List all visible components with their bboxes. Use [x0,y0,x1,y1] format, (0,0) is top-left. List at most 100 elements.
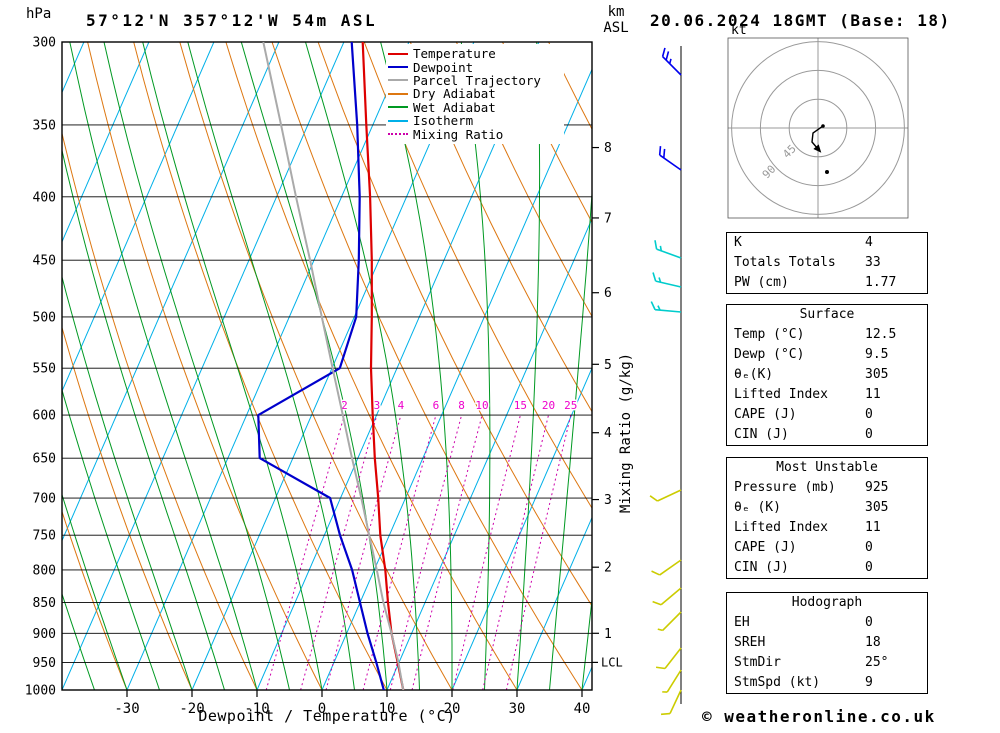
km-tick-label: 1 [604,627,612,642]
isotherm-line [386,217,592,690]
sounding-profiles [257,42,405,690]
table-row: Lifted Index 11 [727,385,927,405]
mixing-ratio-value-label: 15 [514,399,527,412]
wind-barb [654,240,682,259]
pressure-tick-label: 900 [33,627,56,642]
table-row: EH 0 [727,613,927,633]
stat-label: CAPE (J) [734,540,797,555]
pressure-tick-label: 550 [33,362,56,377]
table-row: CAPE (J) 0 [727,405,927,425]
wind-barb [662,669,682,693]
stat-value: 0 [865,407,873,422]
temp-tick-label: 40 [574,701,591,717]
pressure-unit-label: hPa [26,6,52,22]
hodograph-rings [728,38,908,218]
most-unstable-table: Most Unstable Pressure (mb) 925 θₑ (K) 305 Li… [726,457,928,579]
dry-adiabat-line [62,325,193,690]
pressure-tick-label: 450 [33,254,56,269]
wind-barb [655,647,682,670]
stat-label: CIN (J) [734,560,789,575]
wet-adiabat-line [62,493,128,690]
wind-barb-column [649,46,682,716]
parcel-trajectory-line [262,42,405,690]
wet-adiabat-line [240,42,388,690]
table-title: Hodograph [791,595,863,610]
stat-label: Pressure (mb) [734,480,836,495]
hodograph-trace-start-dot [821,124,825,128]
table-row: SREH 18 [727,633,927,653]
stat-value: 305 [865,367,889,382]
pressure-tick-label: 300 [33,36,56,51]
table-row: Dewp (°C) 9.5 [727,345,927,365]
pressure-tick-label: 500 [33,310,56,325]
legend-line-sample [388,52,408,55]
pressure-tick-label: 650 [33,452,56,467]
wet-adiabat-line [581,595,592,690]
temp-tick-label: 10 [379,701,396,717]
wet-adiabat-line [187,42,355,690]
x-axis-label: Dewpoint / Temperature (°C) [198,707,456,725]
copyright: © weatheronline.co.uk [702,707,936,726]
height-unit-km: km [607,4,625,20]
km-tick-label: 4 [604,426,612,441]
legend-line-sample [388,106,408,109]
dry-adiabat-line [62,131,258,690]
legend-item-isotherm: Isotherm [388,114,562,127]
plot-border [61,41,593,691]
km-tick-label: 2 [604,561,612,576]
wind-barb [651,559,682,576]
pressure-tick-label: 1000 [25,684,56,699]
isotherm-line [451,366,592,690]
wet-adiabat-line [62,148,225,690]
stat-value: 33 [865,255,881,270]
mixing-ratio-line [265,414,345,690]
temp-tick-label: -10 [244,701,269,717]
legend-label: Temperature [413,46,496,62]
mixing-ratio-value-label: 6 [433,399,440,412]
temperature-line [361,42,405,690]
stat-label: CAPE (J) [734,407,797,422]
temp-tick-label: 0 [318,701,326,717]
legend-item-temperature: Temperature [388,47,562,60]
legend-line-sample [388,66,408,69]
legend: Temperature Dewpoint Parcel Trajectory Dry … [386,44,564,144]
stat-label: Lifted Index [734,387,828,402]
stat-label: Temp (°C) [734,327,805,342]
wind-barb [658,146,682,171]
table-title: Most Unstable [776,460,878,475]
mixing-ratio-value-label: 25 [564,399,577,412]
dry-adiabat-line [87,42,323,690]
dry-adiabat-line [62,510,128,690]
mixing-ratio-axis-label: Mixing Ratio (g/kg) [618,353,634,513]
wet-adiabat-line [0,42,30,690]
height-unit-label: km ASL [596,4,636,36]
table-title: Surface [799,307,855,322]
lcl-label: LCL [601,655,623,669]
table-row: θₑ (K) 305 [727,498,927,518]
stat-value: 925 [865,480,889,495]
wind-barb [660,689,682,716]
hodograph-trace [811,125,824,150]
stat-value: 0 [865,560,873,575]
stat-value: 25° [865,655,889,670]
pressure-tick-label: 800 [33,563,56,578]
pressure-tick-label: 400 [33,190,56,205]
legend-label: Dewpoint [413,59,474,75]
stat-value: 0 [865,615,873,630]
legend-item-dewpoint: Dewpoint [388,59,562,75]
table-row: StmSpd (kt) 9 [727,673,927,693]
stat-label: K [734,235,742,250]
table-row: Temp (°C) 12.5 [727,325,927,345]
wind-barb [650,301,682,313]
wind-barb [649,489,682,502]
mixing-ratio-line [362,414,437,690]
wet-adiabat-line [62,592,95,690]
isotherm-line [321,68,592,690]
mixing-ratio-value-label: 8 [458,399,465,412]
table-row: CIN (J) 0 [727,425,927,445]
hodograph-ring-label: 45 [780,142,799,161]
legend-line-sample [388,79,408,82]
table-row: CIN (J) 0 [727,558,927,578]
stat-value: 9.5 [865,347,889,362]
